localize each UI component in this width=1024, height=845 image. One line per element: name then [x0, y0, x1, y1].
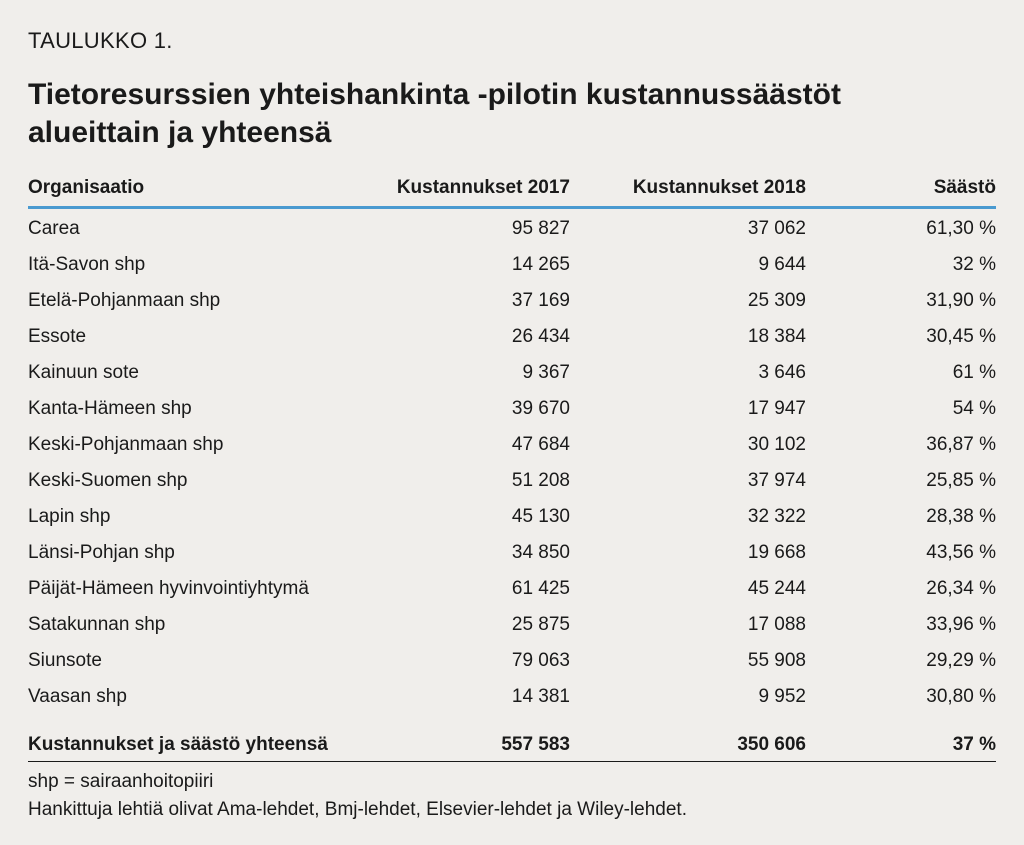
organisation-cell: Carea — [28, 218, 80, 239]
costs-2018-cell: 17 947 — [747, 398, 806, 419]
saving-cell: 33,96 % — [926, 614, 996, 635]
saving-cell: 25,85 % — [926, 470, 996, 491]
costs-2017-cell: 14 381 — [511, 686, 570, 707]
organisation-cell: Keski-Pohjanmaan shp — [28, 434, 224, 455]
organisation-cell: Länsi-Pohjan shp — [28, 542, 175, 563]
table-row: Itä-Savon shp 14 265 9 644 32 % — [28, 247, 996, 283]
costs-2018-cell: 25 309 — [747, 290, 806, 311]
saving-cell: 61,30 % — [926, 218, 996, 239]
saving-cell: 26,34 % — [926, 578, 996, 599]
table-row: Päijät-Hämeen hyvinvointiyhtymä 61 425 4… — [28, 571, 996, 607]
table-row: Lapin shp 45 130 32 322 28,38 % — [28, 499, 996, 535]
costs-2018-cell: 55 908 — [747, 650, 806, 671]
table-row: Kanta-Hämeen shp 39 670 17 947 54 % — [28, 391, 996, 427]
organisation-cell: Keski-Suomen shp — [28, 470, 188, 491]
table-row: Keski-Pohjanmaan shp 47 684 30 102 36,87… — [28, 427, 996, 463]
header-costs-2017: Kustannukset 2017 — [358, 170, 570, 209]
table-row: Etelä-Pohjanmaan shp 37 169 25 309 31,90… — [28, 283, 996, 319]
costs-2018-cell: 37 974 — [747, 470, 806, 491]
total-costs-2018: 350 606 — [570, 729, 806, 762]
table-header-row: Organisaatio Kustannukset 2017 Kustannuk… — [28, 170, 996, 209]
header-saving: Säästö — [806, 170, 996, 209]
table-row: Essote 26 434 18 384 30,45 % — [28, 319, 996, 355]
costs-2017-cell: 61 425 — [511, 578, 570, 599]
costs-2018-cell: 32 322 — [747, 506, 806, 527]
saving-cell: 36,87 % — [926, 434, 996, 455]
saving-cell: 43,56 % — [926, 542, 996, 563]
page-title: Tietoresurssien yhteishankinta -pilotin … — [28, 76, 988, 152]
journals-note: Hankittuja lehtiä olivat Ama-lehdet, Bmj… — [28, 799, 687, 820]
organisation-cell: Siunsote — [28, 650, 102, 671]
organisation-cell: Satakunnan shp — [28, 614, 166, 635]
organisation-cell: Vaasan shp — [28, 686, 127, 707]
total-costs-2017: 557 583 — [358, 729, 570, 762]
saving-cell: 29,29 % — [926, 650, 996, 671]
organisation-cell: Itä-Savon shp — [28, 254, 146, 275]
saving-cell: 28,38 % — [926, 506, 996, 527]
table-row: Länsi-Pohjan shp 34 850 19 668 43,56 % — [28, 535, 996, 571]
total-label: Kustannukset ja säästö yhteensä — [28, 729, 358, 762]
title-line-1: Tietoresurssien yhteishankinta -pilotin … — [28, 78, 841, 111]
table-spacer — [28, 715, 996, 729]
organisation-cell: Päijät-Hämeen hyvinvointiyhtymä — [28, 578, 309, 599]
table-row: Carea 95 827 37 062 61,30 % — [28, 208, 996, 248]
saving-cell: 30,45 % — [926, 326, 996, 347]
costs-2017-cell: 9 367 — [522, 362, 570, 383]
table-row: Kainuun sote 9 367 3 646 61 % — [28, 355, 996, 391]
costs-2017-cell: 25 875 — [511, 614, 570, 635]
costs-2018-cell: 9 644 — [758, 254, 806, 275]
table-row: Satakunnan shp 25 875 17 088 33,96 % — [28, 607, 996, 643]
costs-2018-cell: 37 062 — [747, 218, 806, 239]
costs-2017-cell: 95 827 — [511, 218, 570, 239]
header-costs-2018: Kustannukset 2018 — [570, 170, 806, 209]
table-row: Keski-Suomen shp 51 208 37 974 25,85 % — [28, 463, 996, 499]
organisation-cell: Lapin shp — [28, 506, 111, 527]
saving-cell: 31,90 % — [926, 290, 996, 311]
costs-2017-cell: 14 265 — [511, 254, 570, 275]
costs-2017-cell: 45 130 — [511, 506, 570, 527]
costs-2017-cell: 51 208 — [511, 470, 570, 491]
costs-2018-cell: 17 088 — [747, 614, 806, 635]
table-notes: shp = sairaanhoitopiiri Hankittuja lehti… — [28, 768, 687, 824]
costs-2017-cell: 47 684 — [511, 434, 570, 455]
title-line-2: alueittain ja yhteensä — [28, 116, 332, 149]
table-row: Siunsote 79 063 55 908 29,29 % — [28, 643, 996, 679]
table-label: TAULUKKO 1. — [28, 28, 173, 53]
abbreviation-note: shp = sairaanhoitopiiri — [28, 771, 214, 792]
saving-cell: 30,80 % — [926, 686, 996, 707]
organisation-cell: Kanta-Hämeen shp — [28, 398, 192, 419]
costs-2017-cell: 34 850 — [511, 542, 570, 563]
saving-cell: 61 % — [952, 362, 996, 383]
saving-cell: 32 % — [952, 254, 996, 275]
costs-2018-cell: 30 102 — [747, 434, 806, 455]
organisation-cell: Kainuun sote — [28, 362, 139, 383]
costs-2017-cell: 37 169 — [511, 290, 570, 311]
costs-2017-cell: 26 434 — [511, 326, 570, 347]
organisation-cell: Etelä-Pohjanmaan shp — [28, 290, 221, 311]
costs-2017-cell: 39 670 — [511, 398, 570, 419]
total-saving: 37 % — [806, 729, 996, 762]
table-row: Vaasan shp 14 381 9 952 30,80 % — [28, 679, 996, 715]
costs-2018-cell: 9 952 — [758, 686, 806, 707]
costs-2018-cell: 18 384 — [747, 326, 806, 347]
organisation-cell: Essote — [28, 326, 87, 347]
cost-savings-table: Organisaatio Kustannukset 2017 Kustannuk… — [28, 170, 996, 762]
costs-2018-cell: 19 668 — [747, 542, 806, 563]
table-total-row: Kustannukset ja säästö yhteensä 557 583 … — [28, 729, 996, 762]
costs-2018-cell: 45 244 — [747, 578, 806, 599]
costs-2017-cell: 79 063 — [511, 650, 570, 671]
saving-cell: 54 % — [952, 398, 996, 419]
header-organisation: Organisaatio — [28, 170, 358, 209]
costs-2018-cell: 3 646 — [758, 362, 806, 383]
